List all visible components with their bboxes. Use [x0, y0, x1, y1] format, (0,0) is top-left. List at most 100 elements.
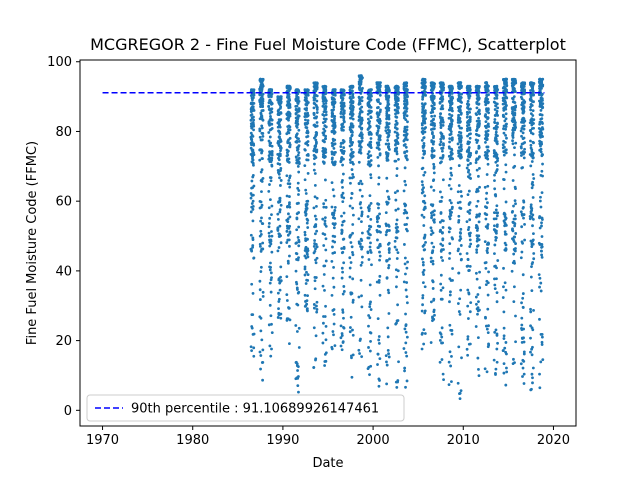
- data-point: [487, 149, 491, 153]
- data-point: [332, 333, 335, 337]
- data-point: [395, 115, 399, 119]
- data-point: [432, 149, 436, 153]
- data-point: [541, 174, 544, 178]
- data-point: [268, 303, 272, 307]
- data-point: [332, 213, 336, 217]
- data-point: [267, 206, 271, 210]
- data-point: [512, 95, 516, 99]
- data-point: [432, 103, 436, 107]
- data-point: [505, 370, 509, 374]
- data-point: [468, 136, 472, 140]
- data-point: [350, 133, 354, 137]
- data-point: [460, 257, 463, 261]
- data-point: [386, 201, 390, 205]
- data-point: [465, 110, 469, 114]
- data-point: [429, 256, 433, 260]
- data-point: [441, 107, 445, 111]
- data-point: [377, 100, 380, 104]
- data-point: [540, 117, 544, 121]
- data-point: [312, 326, 316, 330]
- data-point: [324, 137, 327, 141]
- x-tick-label: 2020: [537, 433, 570, 448]
- data-point: [487, 100, 490, 104]
- data-point: [487, 125, 491, 128]
- data-point: [495, 142, 499, 146]
- data-point: [395, 174, 399, 178]
- data-point: [268, 135, 272, 139]
- data-point: [369, 154, 373, 158]
- data-point: [467, 317, 470, 320]
- data-point: [523, 89, 527, 92]
- data-point: [458, 252, 462, 256]
- data-point: [439, 242, 443, 246]
- data-point: [287, 306, 291, 310]
- data-point: [449, 127, 452, 131]
- data-point: [378, 293, 382, 297]
- data-point: [278, 196, 282, 200]
- data-point: [476, 139, 480, 142]
- data-point: [502, 124, 506, 128]
- data-point: [504, 170, 508, 174]
- data-point: [477, 234, 481, 238]
- data-point: [477, 146, 481, 149]
- data-point: [423, 149, 426, 153]
- data-point: [331, 156, 334, 160]
- data-point: [531, 217, 535, 221]
- data-point: [288, 215, 292, 219]
- data-point: [449, 125, 453, 129]
- data-point: [260, 180, 264, 183]
- data-point: [441, 244, 445, 247]
- data-point: [259, 170, 263, 174]
- data-point: [333, 100, 337, 104]
- data-point: [286, 149, 290, 153]
- data-point: [523, 223, 526, 226]
- data-point: [351, 250, 354, 254]
- data-point: [387, 94, 391, 98]
- data-point: [504, 383, 508, 387]
- data-point: [287, 118, 290, 122]
- data-point: [538, 285, 541, 289]
- data-point: [513, 90, 517, 93]
- data-point: [260, 126, 264, 130]
- data-point: [529, 143, 533, 147]
- data-point: [494, 238, 498, 242]
- data-point: [261, 134, 265, 138]
- data-point: [268, 268, 272, 272]
- data-point: [505, 83, 509, 87]
- data-point: [259, 200, 263, 204]
- data-point: [314, 145, 318, 148]
- data-point: [487, 84, 490, 88]
- data-point: [531, 109, 535, 113]
- data-point: [530, 148, 534, 152]
- data-point: [511, 97, 515, 101]
- data-point: [367, 324, 370, 328]
- data-point: [423, 206, 427, 210]
- data-point: [432, 154, 436, 158]
- data-point: [279, 100, 283, 104]
- data-point: [447, 230, 451, 234]
- data-point: [370, 263, 373, 267]
- y-tick-label: 40: [55, 264, 72, 279]
- data-point: [261, 222, 265, 226]
- data-point: [252, 151, 255, 155]
- data-point: [351, 92, 355, 96]
- data-point: [395, 321, 398, 325]
- data-point: [466, 228, 470, 232]
- data-point: [340, 276, 344, 280]
- data-point: [313, 195, 317, 199]
- data-point: [405, 266, 409, 270]
- data-point: [397, 91, 400, 94]
- data-point: [360, 210, 364, 214]
- data-point: [448, 293, 452, 297]
- data-point: [315, 121, 319, 124]
- data-point: [403, 243, 406, 246]
- data-point: [421, 281, 425, 284]
- data-point: [269, 141, 273, 145]
- data-point: [429, 233, 433, 236]
- data-point: [369, 176, 373, 180]
- data-point: [269, 242, 273, 246]
- data-point: [476, 244, 480, 247]
- data-point: [341, 310, 345, 314]
- data-point: [250, 282, 254, 286]
- data-point: [459, 96, 463, 99]
